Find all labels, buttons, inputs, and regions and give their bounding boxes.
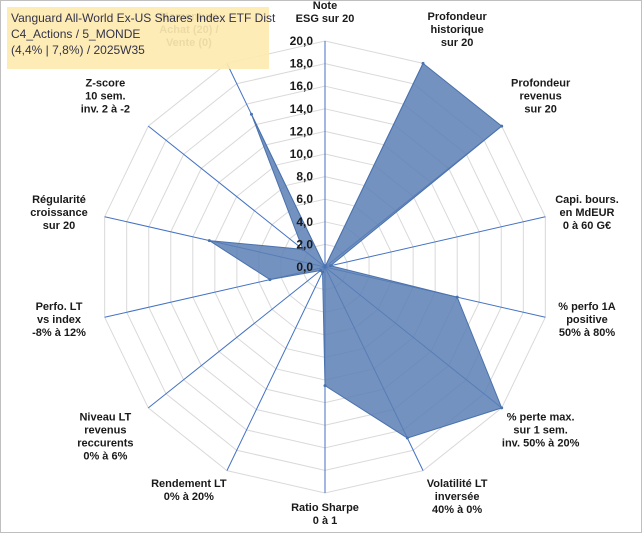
tick-label: 8,0 [296, 170, 313, 184]
axis-label: Régularité [32, 194, 86, 206]
axis-label: sur 20 [441, 37, 473, 49]
axis-label: revenus [520, 90, 562, 102]
data-point [207, 239, 211, 243]
axis-spoke [226, 266, 326, 471]
axis-label: ESG sur 20 [296, 13, 355, 25]
data-point [323, 265, 327, 269]
axis-label: Capi. bours. [555, 194, 619, 206]
data-point [301, 247, 305, 251]
tick-label: 10,0 [290, 147, 314, 161]
axis-label: Z-score [85, 77, 125, 89]
axis-label: Profondeur [511, 77, 571, 89]
axis-label: sur 1 sem. [513, 425, 567, 437]
axis-label: sur 20 [524, 103, 556, 115]
series-area [209, 62, 503, 439]
title-line-1: Vanguard All-World Ex-US Shares Index ET… [11, 11, 276, 25]
data-point [323, 384, 327, 388]
axis-spoke [147, 266, 326, 409]
data-point [421, 61, 425, 65]
axis-spoke [147, 125, 326, 268]
axis-label: % perte max. [507, 412, 575, 424]
axis-label: Niveau LT [79, 412, 131, 424]
axis-label: Ratio Sharpe [291, 502, 359, 514]
axis-label: revenus [84, 425, 126, 437]
axis-label: positive [566, 314, 608, 326]
title-line-2: C4_Actions / 5_MONDE [11, 27, 141, 41]
axis-label: 0 à 60 G€ [563, 220, 611, 232]
tick-label: 2,0 [296, 237, 313, 251]
tick-label: 4,0 [296, 215, 313, 229]
axis-label: Volatilité LT [427, 478, 488, 490]
tick-label: 6,0 [296, 192, 313, 206]
data-point [329, 264, 333, 268]
tick-label: 14,0 [290, 102, 314, 116]
axis-label: 0% à 20% [164, 491, 214, 503]
data-point [455, 295, 459, 299]
axis-label: Perfo. LT [36, 301, 83, 313]
axis-label: historique [431, 24, 484, 36]
axis-label: Note [313, 1, 337, 12]
data-point [249, 112, 253, 116]
axis-label: sur 20 [43, 220, 75, 232]
tick-label: 16,0 [290, 79, 314, 93]
tick-label: 20,0 [290, 34, 314, 48]
axis-label: reccurents [77, 438, 133, 450]
axis-label: 10 sem. [85, 90, 125, 102]
axis-label: 40% à 0% [432, 504, 482, 516]
data-point [500, 124, 504, 128]
axis-label: inv. 2 à -2 [81, 103, 130, 115]
data-point [268, 278, 272, 282]
axis-label: inversée [435, 491, 480, 503]
tick-label: 18,0 [290, 57, 314, 71]
axis-label: 50% à 80% [559, 327, 615, 339]
axis-label: Profondeur [427, 11, 487, 23]
axis-label: vs index [37, 314, 82, 326]
axis-spoke [324, 216, 546, 268]
data-point [405, 436, 409, 440]
axis-label: -8% à 12% [32, 327, 86, 339]
axis-label: inv. 50% à 20% [502, 438, 580, 450]
axis-label: en MdEUR [559, 207, 614, 219]
axis-label: % perfo 1A [558, 301, 616, 313]
tick-label: 0,0 [296, 260, 313, 274]
axis-label: 0% à 6% [83, 451, 127, 463]
tick-label: 12,0 [290, 124, 314, 138]
axis-label: croissance [30, 207, 87, 219]
axis-label: 0 à 1 [313, 515, 337, 527]
radar-tick-labels: 0,0 2,0 4,0 6,0 8,0 10,0 12,0 14,0 16,0 18,0 20,0 [290, 34, 314, 274]
axis-label: Rendement LT [151, 478, 227, 490]
radar-series [207, 61, 504, 440]
chart-title-box: Vanguard All-World Ex-US Shares Index ET… [7, 7, 276, 69]
data-point [319, 269, 323, 273]
data-point [500, 406, 504, 410]
title-line-3: (4,4% | 7,8%) / 2025W35 [11, 43, 145, 57]
